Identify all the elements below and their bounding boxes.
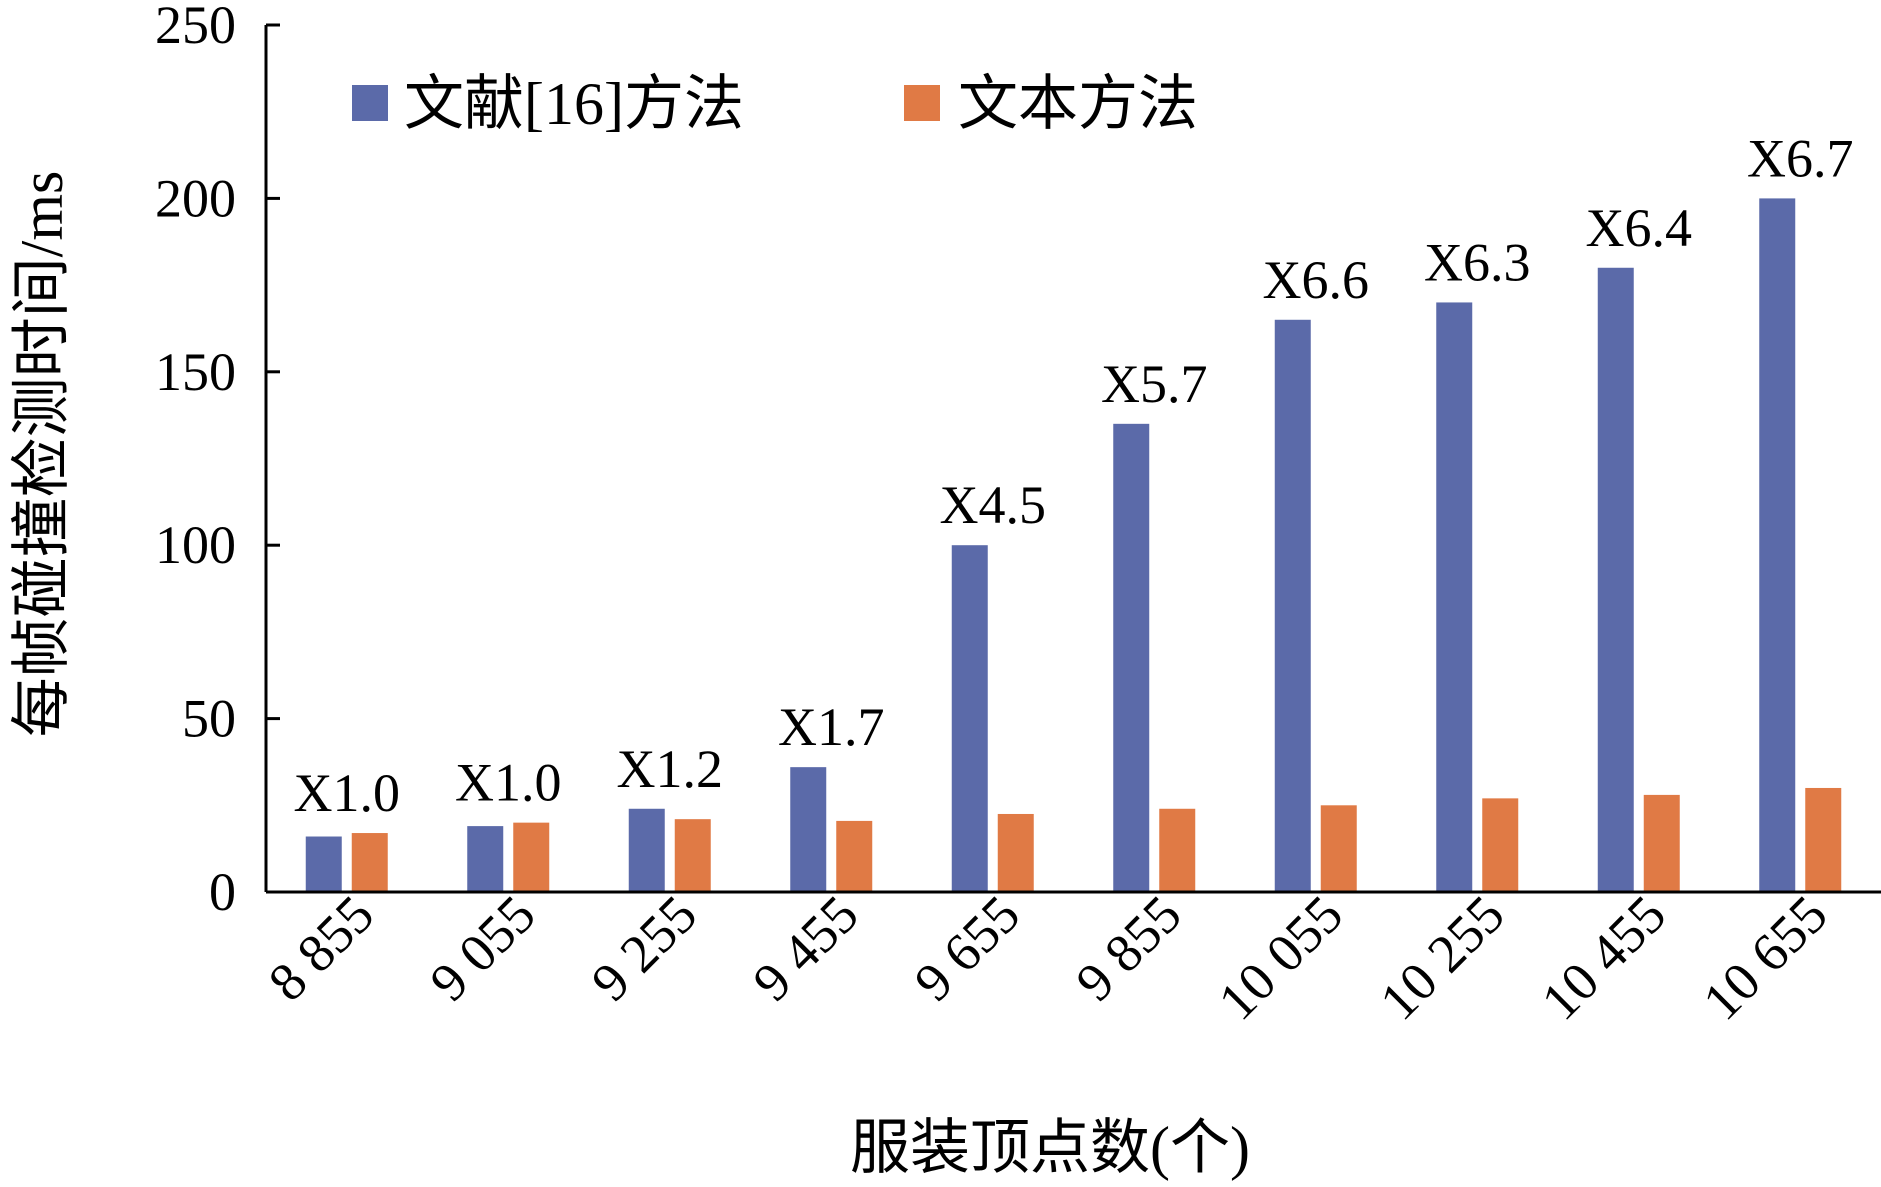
bar-series-0-2	[628, 808, 665, 892]
bar-series-0-8	[1597, 267, 1634, 892]
bar-series-0-1	[467, 826, 504, 892]
y-tick-label: 0	[209, 862, 236, 922]
y-tick-label: 100	[155, 515, 236, 575]
bar-series-1-2	[674, 819, 711, 892]
legend-label-series-0: 文献[16]方法	[404, 71, 744, 137]
bar-annotation: X1.0	[455, 753, 562, 813]
bar-annotation: X1.0	[294, 763, 401, 823]
bar-series-0-0	[305, 836, 342, 892]
y-tick-label: 50	[182, 689, 236, 749]
bar-series-1-5	[1159, 808, 1196, 892]
legend: 文献[16]方法 文本方法	[352, 71, 1198, 137]
x-tick-label: 9 855	[1064, 884, 1192, 1012]
bar-series-1-7	[1482, 798, 1519, 892]
x-tick-label: 10 455	[1530, 884, 1677, 1031]
bar-series-0-9	[1759, 198, 1796, 892]
legend-swatch-series-0	[352, 85, 388, 121]
y-tick-label: 200	[155, 168, 236, 228]
x-tick-label: 9 655	[903, 884, 1031, 1012]
x-axis-title: 服装顶点数(个)	[850, 1115, 1250, 1181]
bar-series-0-4	[951, 545, 988, 892]
x-tick-label: 10 255	[1368, 884, 1515, 1031]
x-axis: 8 855 9 055 9 255 9 455 9 655 9 855 10 055 10 2…	[257, 884, 1881, 1031]
bar-series-1-6	[1320, 805, 1357, 892]
bar-annotation: X4.5	[940, 475, 1047, 535]
x-tick-label: 9 255	[580, 884, 708, 1012]
bar-series-1-9	[1805, 787, 1842, 892]
y-axis-title: 每帧碰撞检测时间/ms	[9, 171, 75, 738]
bar-series-0-7	[1436, 302, 1473, 892]
bar-annotation: X6.4	[1586, 198, 1693, 258]
bar-series-0-5	[1113, 423, 1150, 892]
bar-series-1-0	[351, 833, 388, 892]
y-tick-label: 250	[155, 0, 236, 55]
bar-series-1-3	[836, 820, 873, 892]
bar-annotation: X6.6	[1263, 250, 1370, 310]
x-tick-label: 10 655	[1691, 884, 1838, 1031]
bars-layer	[305, 198, 1842, 892]
bar-series-0-6	[1274, 319, 1311, 892]
bar-annotation: X5.7	[1101, 354, 1208, 414]
bar-annotation: X1.7	[778, 697, 885, 757]
annotations-layer: X1.0 X1.0 X1.2 X1.7 X4.5 X5.7 X6.6 X6.3 X6.4 X6.7	[294, 128, 1854, 823]
y-axis: 0 50 100 150 200 250	[155, 0, 280, 922]
legend-swatch-series-1	[904, 85, 940, 121]
x-tick-label: 10 055	[1207, 884, 1354, 1031]
y-tick-label: 150	[155, 342, 236, 402]
bar-series-1-4	[997, 813, 1034, 892]
x-tick-label: 8 855	[257, 884, 385, 1012]
bar-annotation: X6.7	[1747, 128, 1854, 188]
bar-series-1-8	[1643, 794, 1680, 892]
x-tick-label: 9 455	[741, 884, 869, 1012]
bar-series-0-3	[790, 767, 827, 892]
bar-series-1-1	[513, 822, 550, 892]
x-tick-label: 9 055	[418, 884, 546, 1012]
legend-label-series-1: 文本方法	[958, 71, 1198, 137]
bar-annotation: X6.3	[1424, 232, 1531, 292]
bar-annotation: X1.2	[617, 739, 724, 799]
